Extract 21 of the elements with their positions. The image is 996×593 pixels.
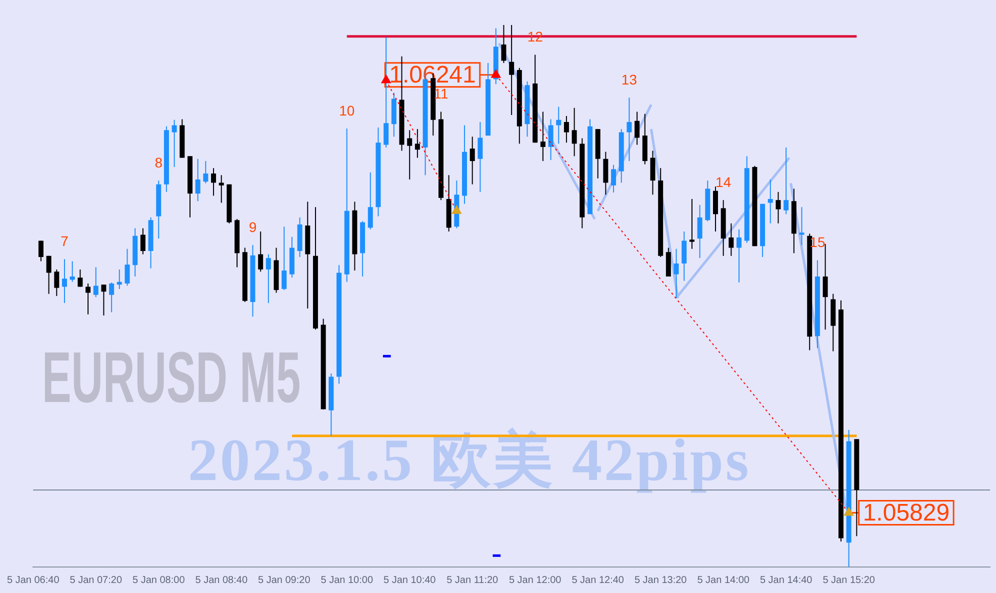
x-tick-label: 5 Jan 11:20: [446, 574, 499, 586]
x-tick-label: 5 Jan 09:20: [258, 574, 311, 586]
x-tick-label: 5 Jan 15:20: [822, 574, 876, 586]
x-tick-label: 5 Jan 13:20: [634, 574, 688, 586]
x-tick-label: 5 Jan 08:40: [195, 574, 248, 586]
annotation: 14: [716, 174, 732, 190]
x-tick-label: 5 Jan 12:00: [508, 574, 562, 586]
x-tick-label: 5 Jan 08:00: [132, 574, 186, 586]
x-tick-label: 5 Jan 10:40: [383, 574, 436, 586]
x-tick-label: 5 Jan 14:40: [760, 574, 813, 586]
annotation: 1.05829: [862, 499, 950, 526]
x-tick-label: 5 Jan 06:40: [7, 574, 60, 586]
x-tick-label: 5 Jan 07:20: [70, 574, 122, 586]
annotation: 8: [154, 154, 163, 170]
x-tick-label: 5 Jan 12:40: [572, 574, 624, 586]
annotation: 13: [621, 71, 638, 88]
annotation: 10: [339, 102, 355, 118]
x-tick-label: 5 Jan 10:00: [320, 574, 374, 586]
annotation: 7: [60, 233, 69, 250]
x-tick-label: 5 Jan 14:00: [697, 574, 750, 586]
annotation: 9: [248, 218, 257, 235]
